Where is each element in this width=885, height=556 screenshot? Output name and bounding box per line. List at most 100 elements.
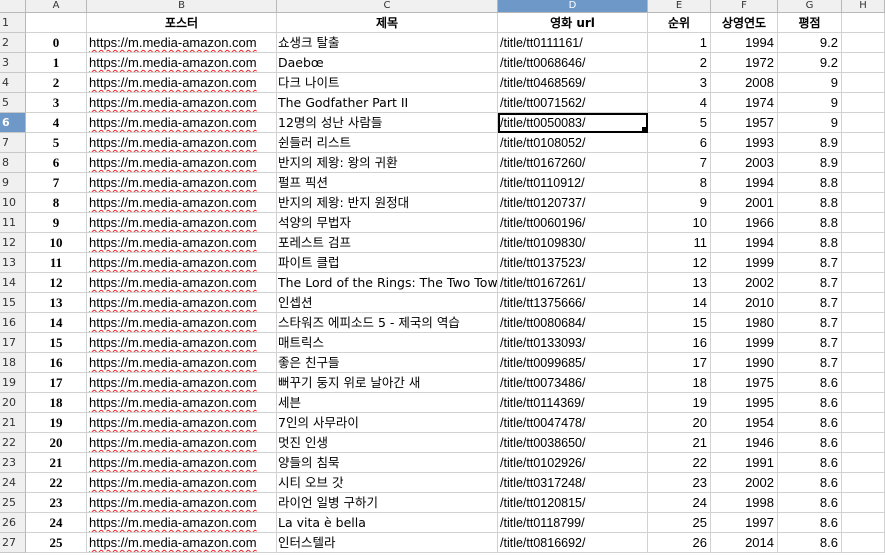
- cell-poster-url[interactable]: https://m.media-amazon.com: [87, 293, 277, 313]
- cell-empty[interactable]: [842, 493, 885, 513]
- cell-empty[interactable]: [842, 173, 885, 193]
- cell-rating[interactable]: 8.6: [778, 413, 842, 433]
- cell-rating[interactable]: 8.7: [778, 253, 842, 273]
- column-header-g[interactable]: G: [778, 0, 842, 13]
- cell-rank[interactable]: 21: [648, 433, 711, 453]
- cell-rating[interactable]: 8.7: [778, 353, 842, 373]
- select-all-corner[interactable]: [0, 0, 26, 13]
- header-cell-url[interactable]: 영화 url: [498, 13, 648, 33]
- cell-rank[interactable]: 17: [648, 353, 711, 373]
- row-header[interactable]: 8: [0, 153, 26, 173]
- cell-index[interactable]: 6: [26, 153, 87, 173]
- cell-index[interactable]: 18: [26, 393, 87, 413]
- cell-rating[interactable]: 8.6: [778, 473, 842, 493]
- row-header[interactable]: 22: [0, 433, 26, 453]
- cell-empty[interactable]: [842, 153, 885, 173]
- row-header[interactable]: 14: [0, 273, 26, 293]
- row-header[interactable]: 5: [0, 93, 26, 113]
- cell-index[interactable]: 19: [26, 413, 87, 433]
- row-header[interactable]: 23: [0, 453, 26, 473]
- cell-title[interactable]: La vita è bella: [277, 513, 498, 533]
- cell-poster-url[interactable]: https://m.media-amazon.com: [87, 453, 277, 473]
- cell-year[interactable]: 1946: [711, 433, 778, 453]
- cell-empty[interactable]: [842, 433, 885, 453]
- cell-empty[interactable]: [842, 213, 885, 233]
- cell-empty[interactable]: [842, 33, 885, 53]
- cell-year[interactable]: 1974: [711, 93, 778, 113]
- cell-rating[interactable]: 9.2: [778, 53, 842, 73]
- cell-index[interactable]: 3: [26, 93, 87, 113]
- cell-empty[interactable]: [842, 533, 885, 553]
- cell-movie-url[interactable]: /title/tt0114369/: [498, 393, 648, 413]
- active-cell[interactable]: /title/tt0050083/: [498, 113, 648, 133]
- cell-movie-url[interactable]: /title/tt0468569/: [498, 73, 648, 93]
- cell-rank[interactable]: 5: [648, 113, 711, 133]
- cell-rating[interactable]: 8.6: [778, 453, 842, 473]
- cell-poster-url[interactable]: https://m.media-amazon.com: [87, 393, 277, 413]
- cell-year[interactable]: 2008: [711, 73, 778, 93]
- row-header[interactable]: 13: [0, 253, 26, 273]
- cell-poster-url[interactable]: https://m.media-amazon.com: [87, 313, 277, 333]
- row-header[interactable]: 12: [0, 233, 26, 253]
- cell-title[interactable]: 매트릭스: [277, 333, 498, 353]
- cell-rating[interactable]: 8.6: [778, 433, 842, 453]
- cell-year[interactable]: 1998: [711, 493, 778, 513]
- cell-movie-url[interactable]: /title/tt0047478/: [498, 413, 648, 433]
- column-header-c[interactable]: C: [277, 0, 498, 13]
- cell-index[interactable]: 10: [26, 233, 87, 253]
- row-header[interactable]: 4: [0, 73, 26, 93]
- cell-movie-url[interactable]: /title/tt0120815/: [498, 493, 648, 513]
- cell-rating[interactable]: 9: [778, 113, 842, 133]
- cell-year[interactable]: 1990: [711, 353, 778, 373]
- cell-poster-url[interactable]: https://m.media-amazon.com: [87, 153, 277, 173]
- cell-index[interactable]: 21: [26, 453, 87, 473]
- cell-rank[interactable]: 24: [648, 493, 711, 513]
- column-header-e[interactable]: E: [648, 0, 711, 13]
- cell-index[interactable]: 17: [26, 373, 87, 393]
- cell-movie-url[interactable]: /title/tt0073486/: [498, 373, 648, 393]
- cell-year[interactable]: 1957: [711, 113, 778, 133]
- cell-poster-url[interactable]: https://m.media-amazon.com: [87, 333, 277, 353]
- row-header[interactable]: 1: [0, 13, 26, 33]
- cell-empty[interactable]: [842, 333, 885, 353]
- row-header[interactable]: 2: [0, 33, 26, 53]
- cell-year[interactable]: 1995: [711, 393, 778, 413]
- row-header[interactable]: 10: [0, 193, 26, 213]
- row-header[interactable]: 25: [0, 493, 26, 513]
- cell-rating[interactable]: 8.8: [778, 213, 842, 233]
- row-header[interactable]: 15: [0, 293, 26, 313]
- row-header[interactable]: 27: [0, 533, 26, 553]
- cell-rating[interactable]: 8.8: [778, 233, 842, 253]
- row-header[interactable]: 19: [0, 373, 26, 393]
- cell-year[interactable]: 1994: [711, 233, 778, 253]
- cell-poster-url[interactable]: https://m.media-amazon.com: [87, 253, 277, 273]
- cell-movie-url[interactable]: /title/tt0137523/: [498, 253, 648, 273]
- cell-movie-url[interactable]: /title/tt0133093/: [498, 333, 648, 353]
- cell-year[interactable]: 1954: [711, 413, 778, 433]
- cell-index[interactable]: 8: [26, 193, 87, 213]
- cell-movie-url[interactable]: /title/tt0099685/: [498, 353, 648, 373]
- cell-index[interactable]: 1: [26, 53, 87, 73]
- cell-year[interactable]: 1972: [711, 53, 778, 73]
- cell-empty[interactable]: [842, 393, 885, 413]
- cell-empty[interactable]: [842, 73, 885, 93]
- cell-title[interactable]: 인터스텔라: [277, 533, 498, 553]
- cell-index[interactable]: 25: [26, 533, 87, 553]
- row-header[interactable]: 7: [0, 133, 26, 153]
- cell-rank[interactable]: 15: [648, 313, 711, 333]
- cell-empty[interactable]: [842, 273, 885, 293]
- cell-year[interactable]: 1991: [711, 453, 778, 473]
- cell-index[interactable]: 13: [26, 293, 87, 313]
- cell-year[interactable]: 1966: [711, 213, 778, 233]
- row-header[interactable]: 9: [0, 173, 26, 193]
- cell-index[interactable]: 7: [26, 173, 87, 193]
- row-header[interactable]: 26: [0, 513, 26, 533]
- cell-index[interactable]: 23: [26, 493, 87, 513]
- cell-rating[interactable]: 8.7: [778, 333, 842, 353]
- cell-rating[interactable]: 9.2: [778, 33, 842, 53]
- cell-rank[interactable]: 19: [648, 393, 711, 413]
- cell-rank[interactable]: 2: [648, 53, 711, 73]
- cell-rank[interactable]: 20: [648, 413, 711, 433]
- cell-rating[interactable]: 8.9: [778, 153, 842, 173]
- cell-title[interactable]: 뻐꾸기 둥지 위로 날아간 새: [277, 373, 498, 393]
